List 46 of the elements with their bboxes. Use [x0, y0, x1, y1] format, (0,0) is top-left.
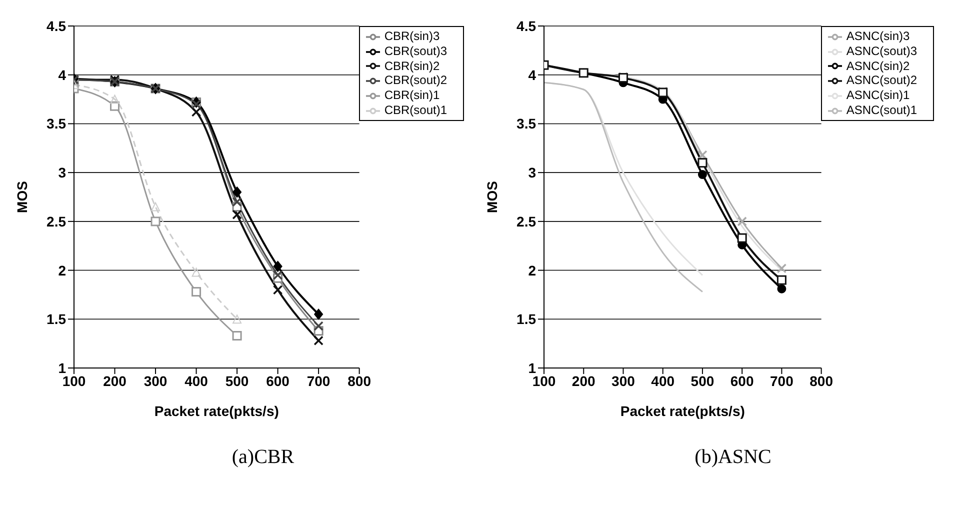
y-tick-label: 3.5: [46, 116, 66, 132]
y-tick-label: 2.5: [516, 213, 536, 230]
legend-label: ASNC(sout)1: [846, 103, 917, 118]
x-tick-label: 700: [770, 372, 794, 389]
y-axis-title: MOS: [484, 181, 500, 213]
y-tick-label: 2: [58, 262, 66, 278]
y-tick-label: 4: [528, 66, 536, 83]
y-tick-label: 2: [528, 262, 536, 278]
x-tick-label: 800: [348, 372, 372, 389]
y-tick-label: 4.5: [516, 18, 536, 34]
x-tick-label: 200: [572, 372, 596, 389]
legend-label: CBR(sout)3: [384, 44, 447, 58]
y-tick-label: 2.5: [46, 213, 66, 230]
legend-label: CBR(sin)2: [384, 58, 440, 73]
x-tick-label: 400: [184, 372, 208, 389]
x-tick-label: 200: [103, 372, 127, 389]
x-tick-label: 700: [306, 372, 330, 389]
y-tick-label: 1.5: [516, 311, 536, 328]
y-tick-label: 3: [58, 164, 66, 181]
text: (b)ASNC: [694, 446, 772, 469]
x-axis-title: Packet rate(pkts/s): [154, 403, 279, 419]
legend-label: ASNC(sout)2: [846, 73, 917, 88]
legend-label: CBR(sout)1: [384, 103, 447, 118]
text: (a)CBR: [230, 446, 296, 469]
x-tick-label: 800: [810, 372, 834, 389]
legend-label: ASNC(sin)2: [846, 58, 910, 73]
legend-label: ASNC(sout)3: [846, 44, 917, 58]
y-tick-label: 3.5: [516, 116, 536, 132]
x-tick-label: 300: [612, 372, 636, 389]
legend-label: CBR(sout)2: [384, 73, 447, 88]
legend-label: CBR(sin)3: [384, 29, 440, 43]
x-tick-label: 400: [651, 372, 675, 389]
y-tick-label: 1.5: [46, 311, 66, 328]
x-tick-label: 500: [225, 372, 249, 389]
legend-label: ASNC(sin)1: [846, 88, 910, 102]
y-tick-label: 4.5: [46, 18, 66, 34]
x-tick-label: 500: [690, 372, 714, 389]
x-tick-label: 300: [144, 372, 168, 389]
x-tick-label: 600: [266, 372, 290, 389]
legend-label: CBR(sin)1: [384, 88, 440, 102]
y-axis-title: MOS: [14, 181, 30, 213]
x-axis-title: Packet rate(pkts/s): [620, 403, 745, 419]
x-tick-label: 600: [730, 372, 754, 389]
legend-label: ASNC(sin)3: [846, 29, 910, 43]
y-tick-label: 4: [58, 66, 66, 83]
y-tick-label: 3: [528, 164, 536, 181]
